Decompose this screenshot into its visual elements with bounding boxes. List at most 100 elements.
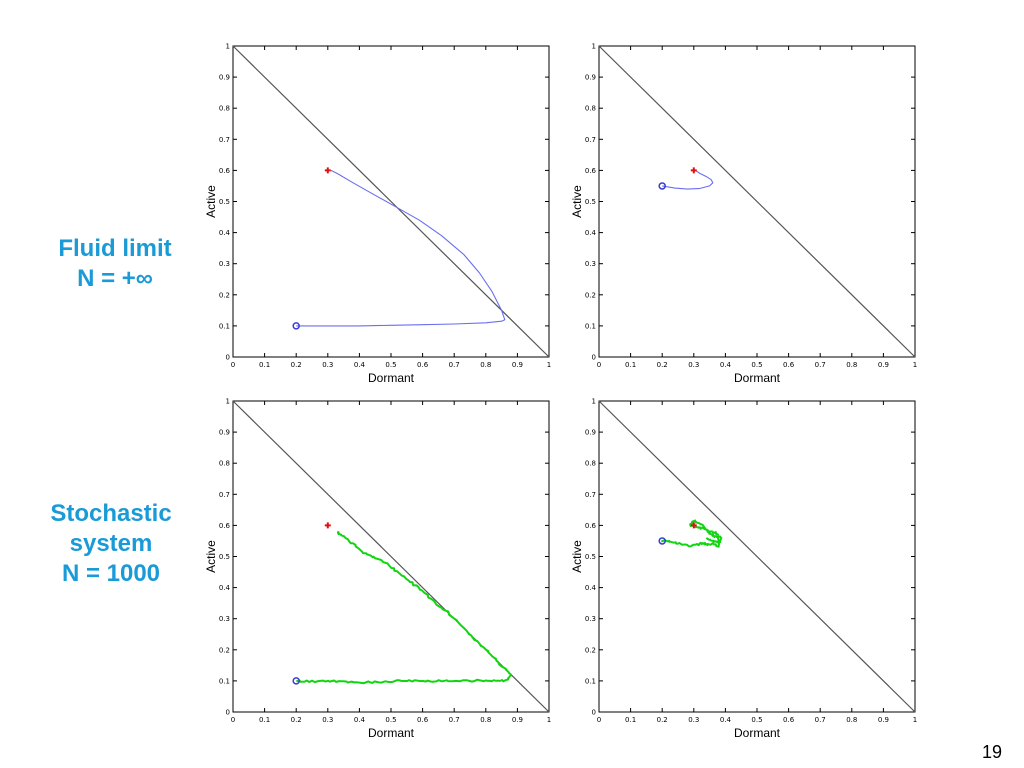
x-tick-label: 1 <box>913 716 917 724</box>
x-tick-label: 0 <box>597 716 601 724</box>
y-tick-label: 0.7 <box>585 491 596 499</box>
x-tick-label: 0.1 <box>259 716 270 724</box>
start-point-marker <box>658 182 666 190</box>
fluid-plot-right: 0 0.1 0.2 0.3 0.4 0.5 0.6 0.7 0.8 0.9 1 0 0.1 0.2 0.3 0… <box>570 43 917 386</box>
x-tick-label: 0.6 <box>417 361 429 369</box>
x-tick-label: 0.2 <box>657 361 668 369</box>
y-tick-label: 0.9 <box>585 74 596 82</box>
row-label-fluid-limit: Fluid limit N = +∞ <box>15 234 215 294</box>
trajectory-series <box>662 169 714 190</box>
fluid-label-line-2: N = +∞ <box>77 265 153 292</box>
x-tick-label: 0.9 <box>878 716 889 724</box>
end-point-marker <box>690 522 697 529</box>
x-tick-label: 0.4 <box>720 716 732 724</box>
stochastic-plot-right: 0 0.1 0.2 0.3 0.4 0.5 0.6 0.7 0.8 0.9 1 0 0.1 0.2 0.3 0… <box>570 398 917 741</box>
trajectory-series <box>296 169 506 327</box>
y-tick-label: 0.4 <box>585 229 597 237</box>
simplex-boundary-line <box>598 400 916 713</box>
x-tick-label: 0.2 <box>291 716 302 724</box>
x-tick-label: 0.6 <box>417 716 429 724</box>
y-tick-label: 0.1 <box>219 322 230 330</box>
end-point-marker <box>324 522 331 529</box>
x-tick-label: 0.5 <box>751 716 762 724</box>
stochastic-label-line-1: Stochastic <box>50 500 172 527</box>
y-tick-label: 0.8 <box>585 105 596 113</box>
x-tick-label: 1 <box>913 361 917 369</box>
y-tick-label: 0.8 <box>585 460 596 468</box>
y-axis-label: Active <box>204 185 218 218</box>
y-tick-label: 0.6 <box>219 167 231 175</box>
trajectory-series <box>296 530 512 685</box>
y-tick-label: 0.9 <box>219 429 230 437</box>
y-tick-label: 0.8 <box>219 460 230 468</box>
y-axis-label: Active <box>570 540 584 573</box>
row-label-stochastic: Stochastic system N = 1000 <box>11 499 211 589</box>
x-tick-label: 0.7 <box>815 716 826 724</box>
x-tick-label: 0.8 <box>480 716 491 724</box>
x-tick-label: 0.8 <box>846 716 857 724</box>
y-tick-label: 1 <box>226 398 230 406</box>
start-point-marker <box>292 677 300 685</box>
y-tick-label: 0.2 <box>585 291 596 299</box>
x-tick-label: 0.1 <box>625 361 636 369</box>
y-tick-label: 0.1 <box>585 677 596 685</box>
x-tick-label: 0.9 <box>878 361 889 369</box>
fluid-label-line-1: Fluid limit <box>58 235 172 262</box>
x-tick-label: 0.9 <box>512 361 523 369</box>
stochastic-label-line-3: N = 1000 <box>61 560 161 587</box>
x-tick-label: 0.8 <box>846 361 857 369</box>
y-tick-label: 0.5 <box>585 198 596 206</box>
y-tick-label: 0.6 <box>585 522 597 530</box>
y-tick-label: 0.9 <box>219 74 230 82</box>
y-tick-label: 0.2 <box>585 646 596 654</box>
y-tick-label: 0.5 <box>219 553 230 561</box>
y-tick-label: 0.3 <box>219 260 230 268</box>
y-tick-label: 0.7 <box>585 136 596 144</box>
x-tick-label: 0.4 <box>720 361 732 369</box>
y-tick-label: 0 <box>226 709 230 717</box>
fluid-plot-left: 0 0.1 0.2 0.3 0.4 0.5 0.6 0.7 0.8 0.9 1 0 0.1 0.2 0.3 0… <box>204 43 551 386</box>
y-tick-label: 0.3 <box>219 615 230 623</box>
x-tick-label: 0.3 <box>322 361 333 369</box>
x-axis-label: Dormant <box>734 371 781 385</box>
x-tick-label: 0.3 <box>322 716 333 724</box>
x-tick-label: 1 <box>547 716 551 724</box>
x-tick-label: 0.5 <box>385 716 396 724</box>
x-tick-label: 0 <box>597 361 601 369</box>
y-tick-label: 0.3 <box>585 615 596 623</box>
simplex-boundary-line <box>598 45 916 358</box>
x-tick-label: 0.2 <box>291 361 302 369</box>
x-tick-label: 0.5 <box>751 361 762 369</box>
y-tick-label: 0 <box>592 709 596 717</box>
x-axis-label: Dormant <box>734 726 781 740</box>
x-tick-label: 0.6 <box>783 716 795 724</box>
x-axis-label: Dormant <box>368 371 415 385</box>
start-point-marker <box>658 537 666 545</box>
y-axis-label: Active <box>570 185 584 218</box>
y-tick-label: 1 <box>592 398 596 406</box>
y-tick-label: 0.5 <box>219 198 230 206</box>
y-tick-label: 0.4 <box>585 584 597 592</box>
x-axis-label: Dormant <box>368 726 415 740</box>
x-tick-label: 0 <box>231 716 235 724</box>
x-tick-label: 0.8 <box>480 361 491 369</box>
stochastic-label-line-2: system <box>69 530 153 557</box>
y-tick-label: 1 <box>592 43 596 51</box>
x-tick-label: 0.5 <box>385 361 396 369</box>
y-tick-label: 0 <box>226 354 230 362</box>
y-tick-label: 0.6 <box>219 522 231 530</box>
x-tick-label: 0.6 <box>783 361 795 369</box>
x-tick-label: 0.3 <box>688 361 699 369</box>
trajectory-series <box>660 519 723 548</box>
stochastic-plot-left: 0 0.1 0.2 0.3 0.4 0.5 0.6 0.7 0.8 0.9 1 0 0.1 0.2 0.3 0… <box>204 398 551 741</box>
x-tick-label: 0.4 <box>354 361 366 369</box>
y-tick-label: 0.6 <box>585 167 597 175</box>
y-tick-label: 0.1 <box>219 677 230 685</box>
x-tick-label: 0.1 <box>625 716 636 724</box>
page-number: 19 <box>981 742 1002 762</box>
start-point-marker <box>292 322 300 330</box>
y-tick-label: 0.5 <box>585 553 596 561</box>
y-tick-label: 0.2 <box>219 646 230 654</box>
x-tick-label: 0.7 <box>449 716 460 724</box>
y-tick-label: 0.7 <box>219 136 230 144</box>
